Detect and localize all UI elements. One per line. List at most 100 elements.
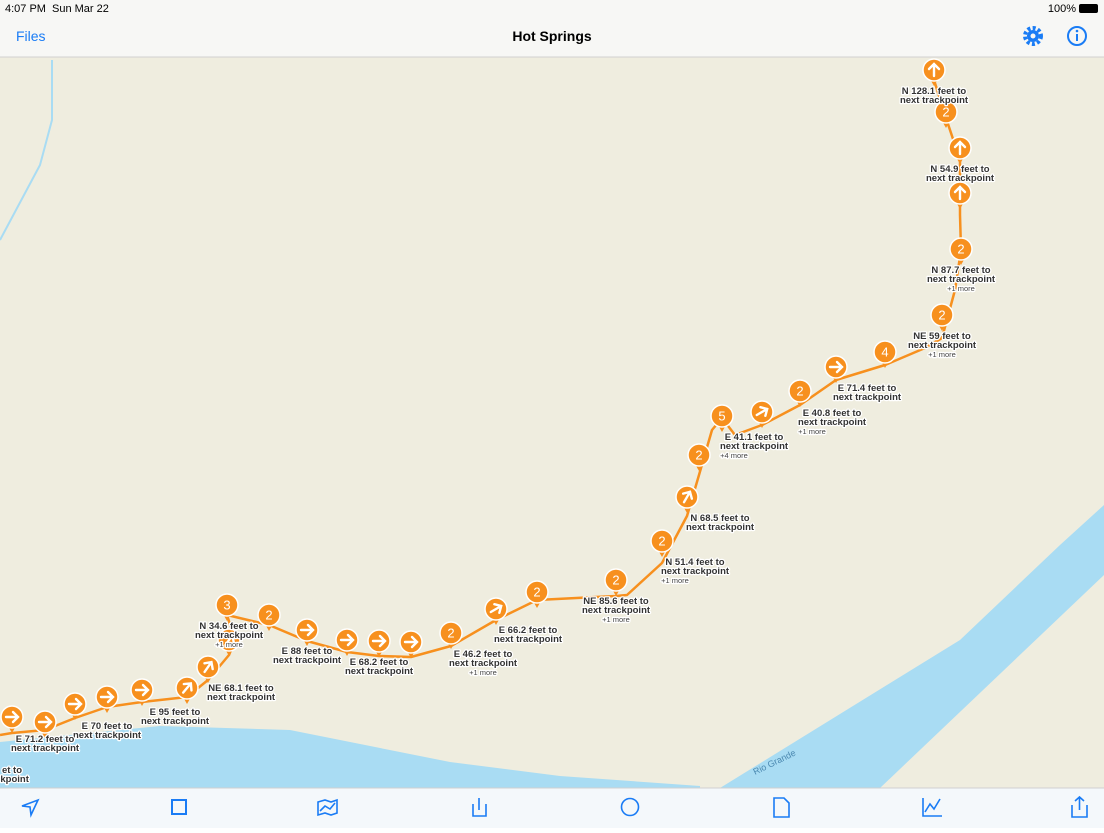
cluster-pin[interactable]: 5 [710, 404, 734, 432]
trackpoint-label: E 71.2 feet to [16, 734, 75, 745]
pin-circle [650, 529, 674, 553]
arrow-pin[interactable] [175, 676, 199, 704]
more-label: +1 more [928, 350, 956, 359]
cluster-count: 2 [695, 448, 702, 463]
arrow-pin[interactable] [217, 628, 241, 656]
cluster-count: 2 [265, 608, 272, 623]
trackpoint-label: E 46.2 feet to [454, 649, 513, 660]
lake [0, 726, 700, 788]
cluster-count: 2 [796, 384, 803, 399]
arrow-icon [489, 602, 503, 615]
trackpoint-label: N 68.5 feet to [690, 513, 749, 524]
cluster-pin[interactable]: 2 [604, 568, 628, 596]
cluster-pin[interactable]: 3 [215, 593, 239, 621]
cluster-count: 2 [612, 573, 619, 588]
pin-circle [215, 593, 239, 617]
arrow-icon [371, 634, 387, 648]
trackpoint-label: next trackpoint [926, 173, 995, 184]
locate-button[interactable] [21, 798, 40, 818]
trackpoint-label: next trackpoint [195, 630, 264, 641]
arrow-pin[interactable] [95, 685, 119, 713]
arrow-pin[interactable] [750, 400, 774, 428]
arrow-pin[interactable] [399, 630, 423, 658]
arrow-icon [755, 405, 769, 418]
arrow-pin[interactable] [367, 629, 391, 657]
pin-circle [873, 340, 897, 364]
trackpoint-label: N 54.9 feet to [930, 164, 989, 175]
arrow-icon [953, 140, 967, 156]
settings-button[interactable] [1023, 26, 1043, 46]
pin-circle [710, 404, 734, 428]
gpx-button[interactable] [773, 797, 790, 818]
arrow-pin[interactable] [824, 355, 848, 383]
battery-icon [1079, 4, 1098, 13]
more-label: +1 more [469, 668, 497, 677]
cluster-pin[interactable]: 2 [930, 303, 954, 331]
pin-circle [525, 580, 549, 604]
cluster-pin[interactable]: 2 [650, 529, 674, 557]
cluster-pin[interactable]: 2 [788, 379, 812, 407]
arrow-pin[interactable] [33, 710, 57, 738]
trackpoint-label: E 68.2 feet to [350, 657, 409, 668]
cluster-pin[interactable]: 2 [949, 237, 973, 265]
trackpoint-label: next trackpoint [73, 730, 142, 741]
trackpoint-label: next trackpoint [207, 692, 276, 703]
graph-button[interactable] [922, 798, 942, 817]
trackpoint-label: NE 59 feet to [913, 331, 971, 342]
trackpoint-label: E 70 feet to [82, 721, 133, 732]
arrow-pin[interactable] [335, 628, 359, 656]
pin-circle [949, 237, 973, 261]
arrow-icon [99, 690, 115, 704]
arrow-pin[interactable] [196, 655, 220, 683]
cluster-count: 2 [942, 105, 949, 120]
files-button[interactable]: Files [16, 28, 46, 44]
arrow-icon [37, 715, 53, 729]
arrow-icon [828, 360, 844, 374]
arrow-icon [927, 62, 941, 78]
cluster-count: 2 [938, 308, 945, 323]
river [720, 505, 1104, 788]
arrow-icon [403, 635, 419, 649]
record-button[interactable] [620, 797, 640, 817]
cluster-pin[interactable]: 2 [934, 100, 958, 128]
cluster-pin[interactable]: 2 [257, 603, 281, 631]
pin-circle [930, 303, 954, 327]
arrow-pin[interactable] [295, 618, 319, 646]
cluster-pin[interactable]: 2 [687, 443, 711, 471]
pin-circle [687, 443, 711, 467]
trackpoint-label: E 66.2 feet to [499, 625, 558, 636]
arrow-pin[interactable] [675, 485, 699, 513]
info-button[interactable] [1067, 26, 1087, 46]
pin-circle [788, 379, 812, 403]
arrow-pin[interactable] [484, 597, 508, 625]
trackpoint-label: E 41.1 feet to [725, 432, 784, 443]
stop-button[interactable] [171, 799, 187, 815]
trackpoint-label: next trackpoint [798, 417, 867, 428]
arrow-icon [203, 660, 214, 674]
status-date: Sun Mar 22 [52, 3, 109, 15]
trackpoint-label: N 51.4 feet to [665, 557, 724, 568]
cluster-count: 3 [223, 598, 230, 613]
cluster-pin[interactable]: 2 [439, 621, 463, 649]
arrow-pin[interactable] [0, 705, 24, 733]
arrow-pin[interactable] [948, 136, 972, 164]
more-label: +1 more [798, 427, 826, 436]
trackpoint-label: next trackpoint [11, 743, 80, 754]
pin-circle [934, 100, 958, 124]
map-button[interactable] [317, 798, 338, 817]
trackpoint-label: E 40.8 feet to [803, 408, 862, 419]
cluster-pin[interactable]: 4 [873, 340, 897, 368]
arrow-pin[interactable] [948, 181, 972, 209]
trackpoint-label: next trackpoint [494, 634, 563, 645]
arrow-icon [181, 682, 193, 694]
cluster-pin[interactable]: 2 [525, 580, 549, 608]
arrow-pin[interactable] [130, 678, 154, 706]
arrow-pin[interactable] [922, 58, 946, 86]
arrow-pin[interactable] [63, 692, 87, 720]
trackpoint-label: N 34.6 feet to [199, 621, 258, 632]
nav-bar [0, 0, 1104, 57]
share-button[interactable] [1071, 795, 1088, 818]
import-button[interactable] [472, 798, 487, 817]
trackpoint-label: next trackpoint [686, 522, 755, 533]
